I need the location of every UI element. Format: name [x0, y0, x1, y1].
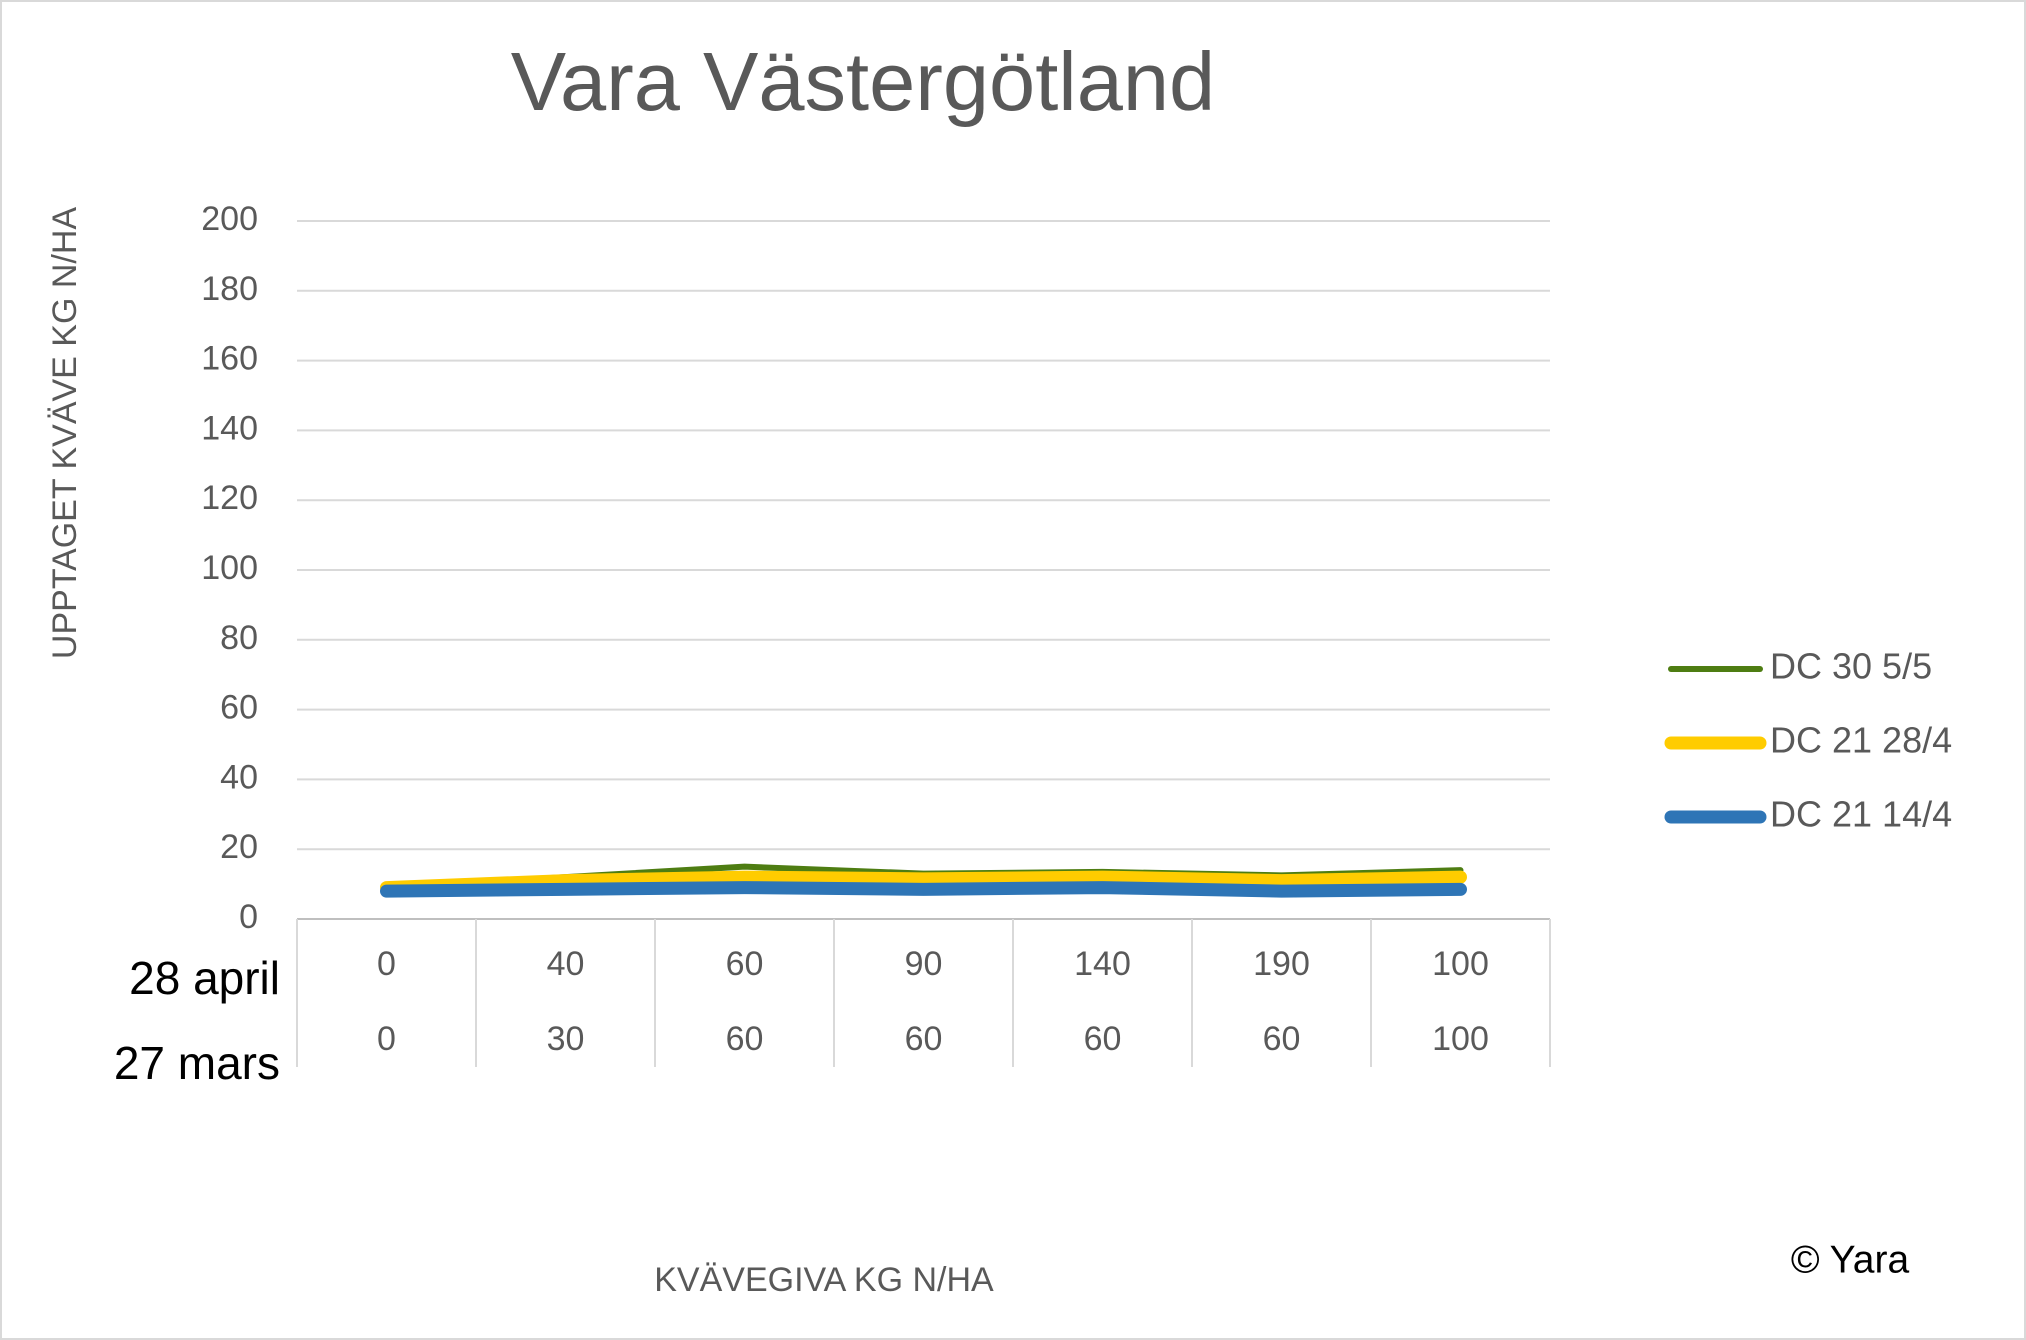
- x-tick-label: 0: [377, 1020, 396, 1058]
- y-tick-label: 180: [201, 270, 258, 308]
- x-tick-label: 0: [377, 945, 396, 983]
- y-tick-label: 160: [201, 340, 258, 378]
- x-tick-label: 40: [547, 945, 585, 983]
- chart-title: Vara Västergötland: [511, 35, 1215, 128]
- y-tick-label: 0: [239, 898, 258, 936]
- y-tick-label: 20: [220, 828, 258, 866]
- x-tick-label: 140: [1074, 945, 1131, 983]
- y-tick-label: 40: [220, 758, 258, 796]
- y-tick-label: 140: [201, 409, 258, 447]
- x-tick-label: 60: [905, 1020, 943, 1058]
- series-line: [380, 881, 1467, 898]
- x-axis-label: KVÄVEGIVA KG N/HA: [654, 1261, 994, 1299]
- x-tick-label: 60: [726, 1020, 764, 1058]
- x-tick-label: 100: [1432, 1020, 1489, 1058]
- x-tick-label: 30: [547, 1020, 585, 1058]
- x-tick-label: 100: [1432, 945, 1489, 983]
- y-tick-label: 80: [220, 619, 258, 657]
- y-tick-label: 60: [220, 689, 258, 727]
- legend-label: DC 30 5/5: [1770, 646, 1932, 687]
- x-level-name: 27 mars: [114, 1037, 280, 1089]
- y-axis-label: UPPTAGET KVÄVE KG N/HA: [46, 207, 84, 660]
- x-tick-label: 60: [1084, 1020, 1122, 1058]
- y-tick-label: 100: [201, 549, 258, 587]
- copyright: © Yara: [1791, 1238, 1910, 1281]
- legend-label: DC 21 14/4: [1770, 794, 1952, 835]
- x-level-name: 28 april: [129, 952, 280, 1004]
- y-tick-label: 120: [201, 479, 258, 517]
- y-tick-label: 200: [201, 200, 258, 238]
- x-tick-label: 90: [905, 945, 943, 983]
- series-line: [380, 870, 1467, 895]
- legend-label: DC 21 28/4: [1770, 720, 1952, 761]
- x-tick-label: 60: [1263, 1020, 1301, 1058]
- x-tick-label: 60: [726, 945, 764, 983]
- x-tick-label: 190: [1253, 945, 1310, 983]
